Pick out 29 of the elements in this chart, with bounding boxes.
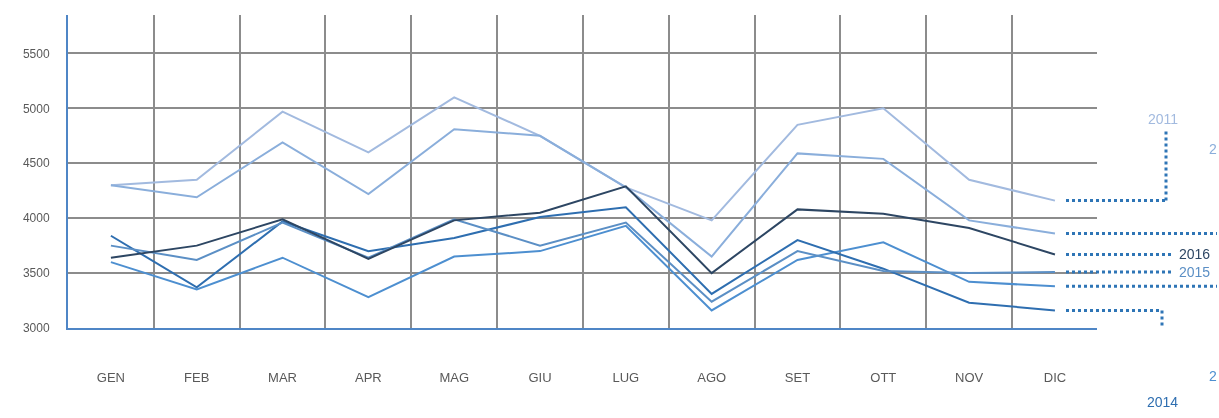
- x-tick-label: OTT: [870, 369, 897, 385]
- y-tick-label: 4500: [22, 156, 50, 171]
- x-tick-label: FEB: [184, 369, 210, 385]
- text: 2016: [1179, 246, 1211, 262]
- y-tick-label: 3500: [22, 266, 50, 281]
- line-series: [109, 224, 1056, 312]
- x-tick-label: GIU: [528, 369, 552, 385]
- line-series: [109, 218, 1056, 303]
- x-tick-label: MAG: [439, 369, 470, 385]
- y-tick-label: 3000: [22, 321, 50, 336]
- line-series: [109, 128, 1056, 258]
- x-tick-label: DIC: [1043, 369, 1067, 385]
- x-tick-label: AGO: [697, 369, 727, 385]
- text: 2: [1209, 368, 1217, 384]
- x-tick-label: NOV: [955, 369, 984, 385]
- line-series: [109, 185, 1056, 275]
- y-tick-label: 4000: [22, 211, 50, 226]
- text: 2011: [1148, 111, 1179, 127]
- x-tick-label: LUG: [612, 369, 640, 385]
- y-tick-label: 5000: [22, 101, 50, 116]
- line-series: [109, 206, 1056, 312]
- x-tick-label: GEN: [96, 369, 125, 385]
- y-tick-label: 5500: [22, 46, 50, 61]
- x-tick-label: APR: [355, 369, 382, 385]
- x-tick-label: MAR: [268, 369, 297, 385]
- text: 2: [1209, 141, 1217, 157]
- x-tick-label: SET: [784, 369, 811, 385]
- text: 2014: [1147, 394, 1179, 410]
- text: 2015: [1179, 264, 1211, 280]
